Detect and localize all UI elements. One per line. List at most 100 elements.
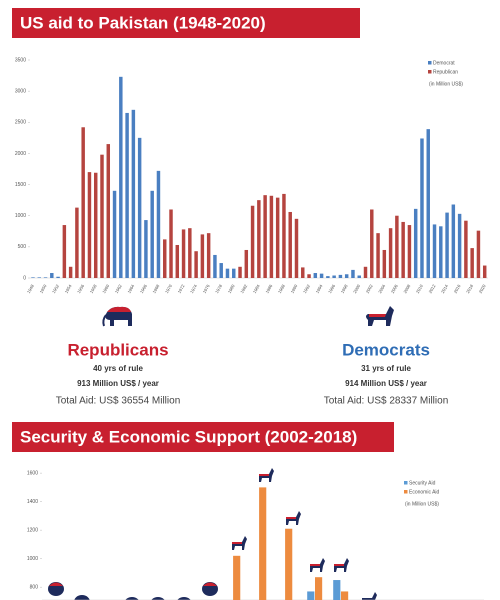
x-tick-label: 1966	[139, 283, 148, 294]
party-rate: 913 Million US$ / year	[77, 379, 159, 388]
bar	[376, 233, 380, 278]
bar	[464, 220, 468, 278]
bar	[81, 127, 85, 278]
bar	[163, 239, 167, 278]
bar	[257, 200, 261, 278]
y-tick-label: 500	[18, 244, 27, 250]
bar	[156, 170, 161, 278]
chart-title: US aid to Pakistan (1948-2020)	[20, 13, 266, 32]
party-total: Total Aid: US$ 36554 Million	[56, 396, 181, 407]
x-tick-label: 2018	[465, 283, 474, 294]
bar	[407, 225, 412, 278]
y-tick-label: 1000	[15, 213, 26, 219]
x-tick-label: 1978	[214, 283, 223, 294]
bar	[357, 275, 361, 278]
bar	[307, 591, 315, 600]
bar	[232, 268, 236, 278]
x-tick-label: 1948	[26, 283, 35, 294]
bar	[315, 577, 323, 600]
bar	[476, 230, 481, 278]
party-rule: 31 yrs of rule	[361, 364, 411, 373]
bar	[420, 138, 424, 278]
bar	[62, 225, 67, 278]
bar	[341, 591, 349, 600]
x-tick-label: 1960	[101, 283, 110, 294]
bar	[338, 274, 343, 278]
bar	[401, 221, 405, 278]
bar	[275, 197, 280, 278]
bar	[206, 233, 211, 278]
party-rule: 40 yrs of rule	[93, 364, 143, 373]
republican-icon	[102, 306, 132, 327]
x-tick-label: 1990	[289, 283, 298, 294]
y-tick-label: 1600	[27, 470, 38, 476]
bar	[175, 244, 180, 278]
x-tick-label: 1962	[114, 283, 123, 294]
title-banner	[12, 422, 394, 452]
bar	[470, 248, 474, 278]
x-tick-label: 1956	[76, 283, 85, 294]
x-tick-label: 1976	[202, 283, 211, 294]
legend-swatch	[404, 481, 408, 485]
bar	[213, 254, 217, 278]
y-tick-label: 1000	[27, 556, 38, 562]
bar	[233, 555, 241, 600]
bar	[137, 137, 142, 278]
bar	[426, 129, 430, 278]
bar	[457, 213, 462, 278]
bar	[363, 266, 368, 278]
bar	[87, 172, 92, 278]
bar	[244, 249, 249, 278]
bar	[451, 204, 456, 278]
bar	[131, 109, 136, 278]
bar	[285, 528, 293, 600]
legend-label: Economic Aid	[409, 489, 440, 495]
bar	[93, 172, 98, 278]
x-tick-label: 1950	[39, 283, 48, 294]
y-tick-label: 1200	[27, 527, 38, 533]
legend-swatch	[404, 490, 408, 494]
bar	[395, 215, 399, 278]
legend-label: Security Aid	[409, 480, 436, 486]
bar	[37, 277, 41, 278]
chart-title: Security & Economic Support (2002-2018)	[20, 427, 357, 446]
x-tick-label: 1980	[227, 283, 236, 294]
x-tick-label: 1972	[177, 283, 186, 294]
x-tick-label: 2016	[453, 283, 462, 294]
x-tick-label: 1970	[164, 283, 173, 294]
x-tick-label: 2012	[428, 283, 437, 294]
bar	[344, 274, 349, 278]
democrat-icon	[366, 306, 394, 326]
bar	[482, 265, 487, 278]
x-tick-label: 1998	[340, 283, 349, 294]
bar	[75, 207, 79, 278]
bar	[388, 228, 393, 278]
bar	[200, 234, 205, 278]
legend-swatch	[428, 70, 432, 74]
bar	[150, 190, 154, 278]
bar	[288, 211, 292, 278]
x-tick-label: 1968	[151, 283, 160, 294]
bar	[294, 218, 299, 278]
legend-swatch	[428, 61, 432, 65]
x-tick-label: 2010	[415, 283, 424, 294]
bar	[319, 273, 324, 278]
bar	[169, 209, 173, 278]
party-name: Republicans	[67, 340, 168, 359]
legend-label: Democrat	[433, 60, 455, 66]
x-tick-label: 2020	[478, 283, 487, 294]
bar	[56, 276, 60, 278]
party-rate: 914 Million US$ / year	[345, 379, 427, 388]
bar	[188, 228, 192, 278]
x-tick-label: 1954	[64, 283, 73, 294]
legend-note: (in Million US$)	[429, 81, 463, 87]
bar	[413, 208, 418, 278]
bar	[282, 193, 286, 278]
x-tick-label: 2004	[377, 283, 386, 294]
bar	[313, 273, 318, 278]
y-tick-label: 1500	[15, 182, 26, 188]
x-tick-label: 1982	[239, 283, 248, 294]
bar	[432, 224, 437, 278]
legend-note: (in Million US$)	[405, 501, 439, 507]
bar	[351, 269, 355, 278]
